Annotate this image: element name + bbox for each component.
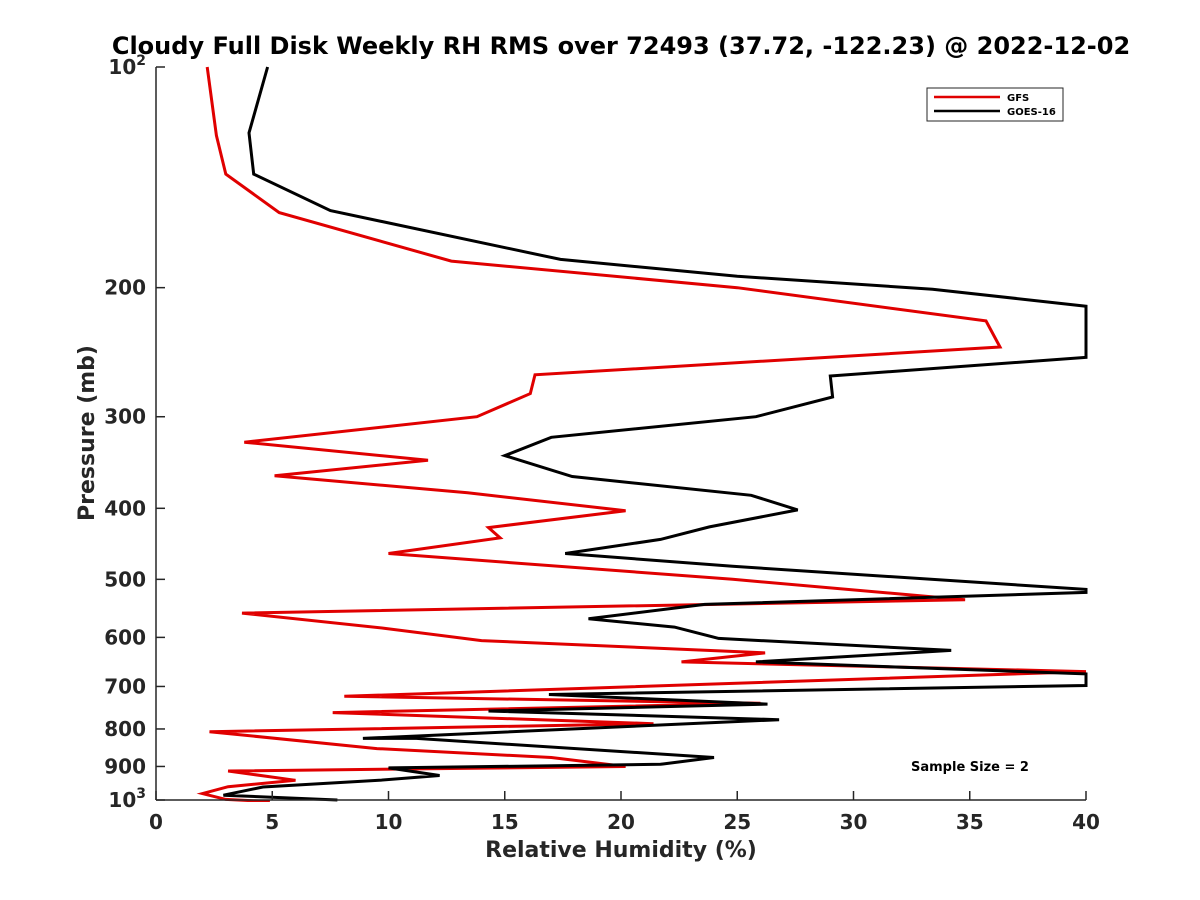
y-axis-label: Pressure (mb) <box>75 345 100 521</box>
series-layer <box>196 66 1088 802</box>
y-tick-label: 200 <box>104 276 146 300</box>
y-tick-label: 102 <box>108 53 146 79</box>
y-tick-label: 500 <box>104 567 146 591</box>
x-tick-label: 35 <box>956 810 984 834</box>
y-tick-label: 800 <box>104 717 146 741</box>
legend: GFS GOES-16 <box>926 87 1064 122</box>
x-tick-label: 15 <box>491 810 519 834</box>
x-tick-label: 30 <box>840 810 868 834</box>
y-tick-label: 900 <box>104 754 146 778</box>
y-tick-label: 103 <box>108 786 146 812</box>
x-tick-label: 10 <box>375 810 403 834</box>
series-line-gfs <box>196 66 1087 802</box>
x-tick-label: 5 <box>265 810 279 834</box>
ticks-layer: 0 5 10 15 20 25 30 35 40 102 200 300 400 500 600 700 800… <box>104 53 1100 834</box>
legend-label-goes16: GOES-16 <box>1007 107 1056 118</box>
legend-box <box>926 87 1064 122</box>
y-tick-label: 700 <box>104 674 146 698</box>
sample-size-annotation: Sample Size = 2 <box>911 760 1029 775</box>
x-tick-label: 20 <box>607 810 635 834</box>
x-tick-label: 0 <box>149 810 163 834</box>
series-line-goes16 <box>223 66 1088 802</box>
x-axis-label: Relative Humidity (%) <box>485 838 757 863</box>
chart-title: Cloudy Full Disk Weekly RH RMS over 7249… <box>112 32 1130 60</box>
y-tick-label: 400 <box>104 496 146 520</box>
x-tick-label: 25 <box>723 810 751 834</box>
y-tick-label: 600 <box>104 625 146 649</box>
legend-label-gfs: GFS <box>1007 93 1029 104</box>
x-tick-label: 40 <box>1072 810 1100 834</box>
plot-area <box>156 67 1086 800</box>
y-tick-label: 300 <box>104 405 146 429</box>
